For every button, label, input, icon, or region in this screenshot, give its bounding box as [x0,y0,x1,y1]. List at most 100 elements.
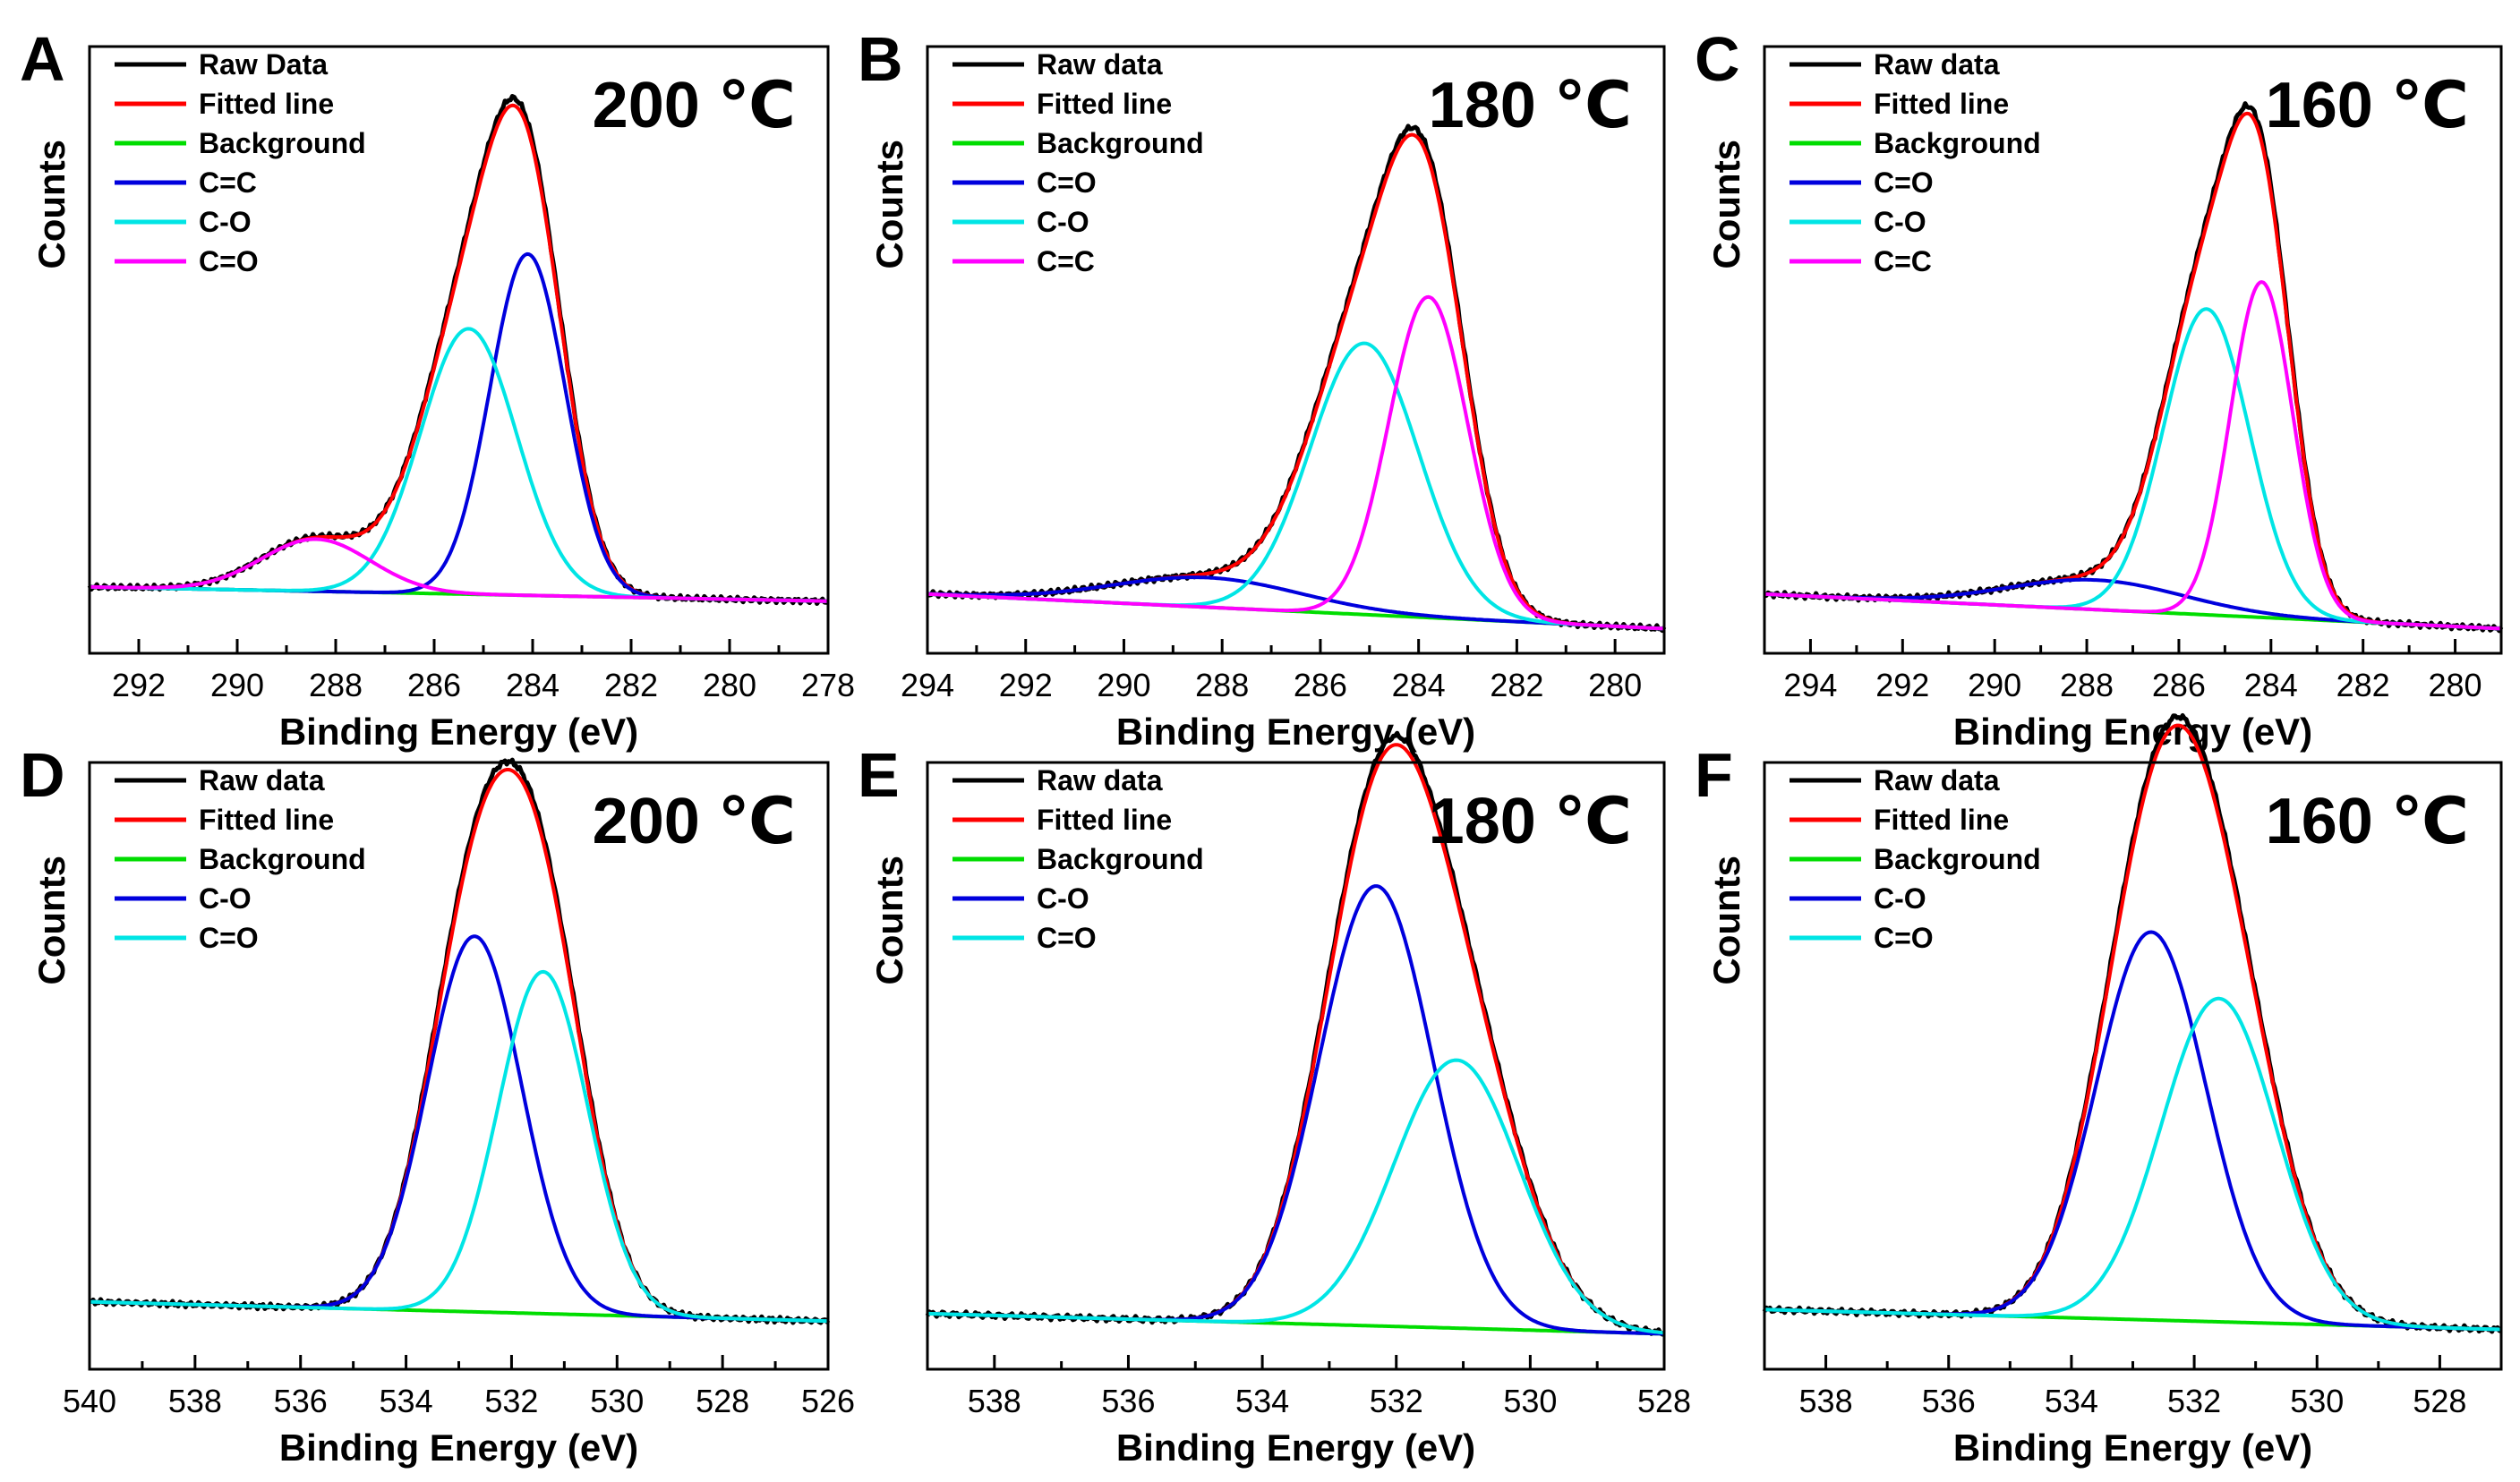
series-c-o-line [1764,930,2501,1332]
x-tick-label: 532 [2167,1383,2221,1419]
legend-label: Raw data [1874,48,2000,81]
panel-letter: B [858,24,903,94]
legend-label: C=O [199,245,259,277]
series-c-c-line [927,294,1665,631]
legend-label: Fitted line [1037,804,1172,836]
legend: Raw Data Fitted line Background C=C C-O C=O [115,48,366,277]
temperature-label: 180 ℃ [1429,70,1632,141]
series-c-o-line [1764,996,2501,1332]
x-tick-label: 530 [590,1383,644,1419]
panel-letter: D [20,740,65,810]
legend-label: C-O [199,882,252,915]
legend-label: Raw Data [199,48,328,81]
series-c-o-line [1764,307,2502,631]
legend-label: C-O [1037,206,1089,238]
x-axis-label: Binding Energy (eV) [279,1427,638,1469]
series-c-o-line [89,327,828,603]
temperature-label: 180 ℃ [1429,786,1632,857]
series-c-c-line [89,251,828,603]
x-tick-label: 278 [801,667,855,703]
legend-label: C=C [199,166,257,199]
x-tick-label: 284 [1392,667,1446,703]
plot-frame [926,45,1666,655]
x-tick-label: 292 [1875,667,1929,703]
temperature-label: 200 ℃ [593,786,796,857]
x-tick-label: 530 [2290,1383,2344,1419]
x-tick-label: 286 [2152,667,2206,703]
legend-label: C=O [1037,166,1097,199]
y-axis-label: Counts [868,140,910,269]
x-tick-label: 528 [1637,1383,1691,1419]
panel-letter: C [1695,24,1740,94]
legend-label: Background [1874,843,2041,875]
legend-label: Fitted line [199,88,334,120]
legend-label: Background [1037,127,1204,159]
x-tick-label: 290 [1968,667,2021,703]
x-tick-label: 284 [2244,667,2298,703]
legend-label: Background [199,127,366,159]
x-tick-label: 536 [1101,1383,1155,1419]
x-tick-label: 534 [2045,1383,2098,1419]
legend-label: C=O [1874,166,1934,199]
y-axis-label: Counts [30,140,73,269]
plot-frame [926,761,1666,1371]
panel-b: 294 292 290 288 286 284 282 280 Binding Energy (… [858,24,1667,753]
legend-label: C=O [199,922,259,954]
x-axis-label: Binding Energy (eV) [1116,1427,1475,1469]
x-tick-label: 286 [1294,667,1347,703]
legend: Raw data Fitted line Background C=O C-O C=C [952,48,1204,277]
legend-label: Raw data [1037,764,1163,796]
legend-label: Fitted line [199,804,334,836]
x-tick-label: 538 [168,1383,222,1419]
x-tick-label: 536 [274,1383,328,1419]
legend-label: C-O [1874,206,1926,238]
x-tick-label: 532 [484,1383,538,1419]
y-axis-label: Counts [30,856,73,985]
panel-letter: A [20,24,65,94]
x-tick-label: 532 [1370,1383,1423,1419]
x-axis-label: Binding Energy (eV) [1953,711,2312,753]
legend: Raw data Fitted line Background C-O C=O [1790,764,2041,954]
series-c-o-line [927,341,1665,631]
legend: Raw data Fitted line Background C=O C-O C=C [1790,48,2041,277]
x-tick-label: 528 [2413,1383,2466,1419]
legend-label: C=O [1874,922,1934,954]
x-tick-label: 282 [604,667,658,703]
x-axis-label: Binding Energy (eV) [279,711,638,753]
legend: Raw data Fitted line Background C-O C=O [952,764,1204,954]
legend-label: Fitted line [1874,88,2009,120]
series-raw-data-line [926,124,1667,634]
x-tick-label: 526 [801,1383,855,1419]
x-tick-label: 534 [380,1383,433,1419]
plot-frame [88,45,830,655]
x-tick-label: 292 [112,667,166,703]
legend-label: C-O [1037,882,1089,915]
series-c-c-line [1764,280,2502,631]
y-axis-label: Counts [868,856,910,985]
x-tick-label: 282 [1490,667,1543,703]
legend-label: Background [1037,843,1204,875]
x-tick-label: 280 [1588,667,1642,703]
legend: Raw data Fitted line Background C-O C=O [115,764,366,954]
legend-label: C=C [1874,245,1932,277]
x-tick-label: 288 [2060,667,2114,703]
legend-label: Raw data [1874,764,2000,796]
legend-label: Raw data [1037,48,1163,81]
legend-label: Raw data [199,764,325,796]
legend-label: Fitted line [1874,804,2009,836]
y-axis-label: Counts [1705,856,1747,985]
panel-letter: F [1695,740,1733,810]
x-axis-label: Binding Energy (eV) [1953,1427,2312,1469]
x-axis-label: Binding Energy (eV) [1116,711,1475,753]
x-tick-label: 538 [968,1383,1021,1419]
x-tick-label: 538 [1799,1383,1853,1419]
temperature-label: 160 ℃ [2266,786,2469,857]
x-tick-label: 280 [703,667,756,703]
x-tick-label: 292 [999,667,1053,703]
series-c-o-line [90,969,829,1324]
x-tick-label: 288 [309,667,363,703]
x-tick-label: 290 [210,667,264,703]
x-tick-label: 534 [1235,1383,1289,1419]
legend-label: C=O [1037,922,1097,954]
